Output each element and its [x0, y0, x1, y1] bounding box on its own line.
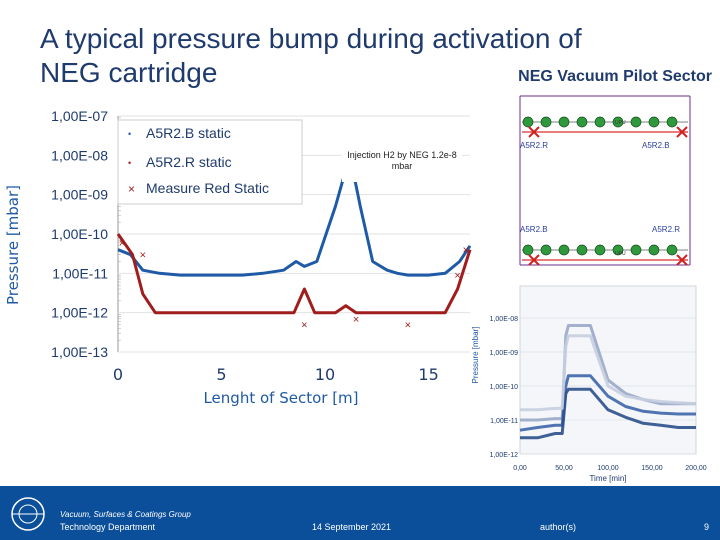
- legend-box: [117, 119, 303, 205]
- legend-marker-3: ×: [128, 182, 135, 196]
- legend-marker-1: •: [128, 129, 131, 139]
- series-line-1: [117, 153, 472, 277]
- main-x-axis-label: Lenght of Sector [m]: [203, 389, 358, 407]
- pump-icon: [540, 116, 552, 128]
- main-x-tick-label: 15: [418, 365, 438, 384]
- cern-logo-icon: [11, 497, 45, 531]
- measure-point: ×: [119, 238, 125, 250]
- pump-icon: [612, 116, 624, 128]
- measure-point: ×: [301, 320, 307, 332]
- pump-icon: [576, 116, 588, 128]
- pump-icon: [648, 244, 660, 256]
- main-y-tick-label: 1,00E-12: [51, 305, 108, 321]
- inset-x-tick-label: 150,00: [641, 465, 663, 472]
- inset-y-tick-label: 1,00E-09: [490, 350, 519, 357]
- schematic-label-3: A5R2.B: [520, 225, 548, 234]
- measure-point: ×: [463, 245, 469, 257]
- inset-series: [519, 324, 697, 440]
- inset-y-tick-label: 1,00E-08: [490, 316, 519, 323]
- valve-icon: [528, 126, 540, 138]
- inset-series-line-4: [520, 334, 697, 412]
- schematic-label-2: A5R2.B: [642, 141, 670, 150]
- pump-icon: [648, 116, 660, 128]
- pump-icon: [594, 244, 606, 256]
- main-y-tick-label: 1,00E-09: [51, 187, 108, 203]
- schematic-label-1: A5R2.R: [520, 141, 548, 150]
- pump-icon: [576, 244, 588, 256]
- schematic-rows: [522, 116, 688, 266]
- valve-icon: [676, 126, 688, 138]
- measure-point: ×: [140, 250, 146, 262]
- inset-series-line-1: [520, 324, 696, 422]
- pump-icon: [630, 244, 642, 256]
- inset-y-tick-label: 1,00E-12: [490, 452, 519, 459]
- valve-icon: [676, 254, 688, 266]
- slide-subtitle: NEG Vacuum Pilot Sector: [518, 68, 712, 85]
- pump-icon: [612, 244, 624, 256]
- main-y-axis-label: Pressure [mbar]: [4, 185, 22, 305]
- main-y-tick-label: 1,00E-13: [51, 344, 108, 360]
- schematic-label-4: A5R2.R: [652, 225, 680, 234]
- pump-icon: [522, 244, 534, 256]
- pump-icon: [540, 244, 552, 256]
- legend-label-2: A5R2.R static: [146, 154, 232, 170]
- inset-x-ticks: 0,00 50,00 100,00 150,00 200,00: [513, 465, 707, 472]
- footer-bar: Vacuum, Surfaces & Coatings Group Techno…: [0, 486, 720, 540]
- inset-series-line-3: [520, 387, 696, 440]
- annotation-box: [342, 150, 462, 182]
- main-x-tick-label: 5: [216, 365, 226, 384]
- inset-x-axis-label: Time [min]: [589, 474, 626, 483]
- annotation: Injection H2 by NEG 1.2e-8 mbar: [347, 150, 457, 171]
- main-x-tick-label: 10: [315, 365, 335, 384]
- inset-plot-area: [519, 285, 697, 455]
- pump-icon: [558, 116, 570, 128]
- main-series: × × × × × × ×: [116, 153, 472, 332]
- inset-x-tick-label: 0,00: [513, 465, 527, 472]
- valve-icon: [528, 254, 540, 266]
- main-y-tick-label: 1,00E-07: [51, 108, 108, 124]
- main-y-tick-label: 1,00E-08: [51, 147, 108, 163]
- inset-y-tick-label: 1,00E-11: [490, 418, 518, 425]
- footer-date: 14 September 2021: [312, 522, 392, 532]
- main-y-tick-label: 1,00E-11: [52, 265, 108, 281]
- measure-point: ×: [405, 320, 411, 332]
- vacuum-schematic: A5R2.R A5R2.B A5R2.B A5R2.R UPU UPU: [519, 95, 691, 266]
- inset-x-tick-label: 200,00: [685, 465, 707, 472]
- pump-icon: [594, 116, 606, 128]
- footer-page-number: 9: [704, 522, 710, 532]
- main-x-tick-label: 0: [113, 365, 123, 384]
- pump-icon: [630, 116, 642, 128]
- inset-y-ticks: 1,00E-08 1,00E-09 1,00E-10 1,00E-11 1,00E-12: [490, 316, 519, 459]
- pump-icon: [522, 116, 534, 128]
- schematic-code-2: UPU: [615, 251, 626, 257]
- main-x-ticks: 0 5 10 15: [113, 365, 439, 384]
- legend-marker-2: •: [128, 158, 131, 168]
- inset-x-tick-label: 100,00: [597, 465, 619, 472]
- footer-author: author(s): [540, 522, 577, 532]
- main-y-ticks: 1,00E-07 1,00E-08 1,00E-09 1,00E-10 1,00E-11…: [51, 108, 108, 360]
- inset-y-axis-label: Pressure [mbar]: [471, 327, 480, 384]
- main-chart: 1,00E-07 1,00E-08 1,00E-09 1,00E-10 1,00E-11…: [4, 108, 472, 407]
- pump-icon: [666, 116, 678, 128]
- inset-x-tick-label: 50,00: [555, 465, 573, 472]
- slide-title: A typical pressure bump during activatio…: [40, 23, 582, 88]
- series-line-2: [116, 233, 472, 315]
- inset-y-tick-label: 1,00E-10: [490, 384, 519, 391]
- footer-group: Vacuum, Surfaces & Coatings Group: [60, 510, 191, 519]
- footer-department: Technology Department: [60, 522, 156, 532]
- measure-point: ×: [353, 314, 359, 326]
- inset-series-line-2: [519, 374, 696, 432]
- schematic-code-1: UPU: [615, 120, 626, 126]
- measure-point: ×: [454, 270, 460, 282]
- chart-canvas: 1,00E-07 1,00E-08 1,00E-09 1,00E-10 1,00E-11…: [4, 95, 707, 483]
- main-y-tick-label: 1,00E-10: [51, 226, 108, 242]
- pump-icon: [666, 244, 678, 256]
- legend-label-1: A5R2.B static: [146, 125, 231, 141]
- legend-label-3: Measure Red Static: [146, 180, 269, 196]
- pump-icon: [558, 244, 570, 256]
- inset-chart: 1,00E-08 1,00E-09 1,00E-10 1,00E-11 1,00E-12…: [471, 285, 707, 483]
